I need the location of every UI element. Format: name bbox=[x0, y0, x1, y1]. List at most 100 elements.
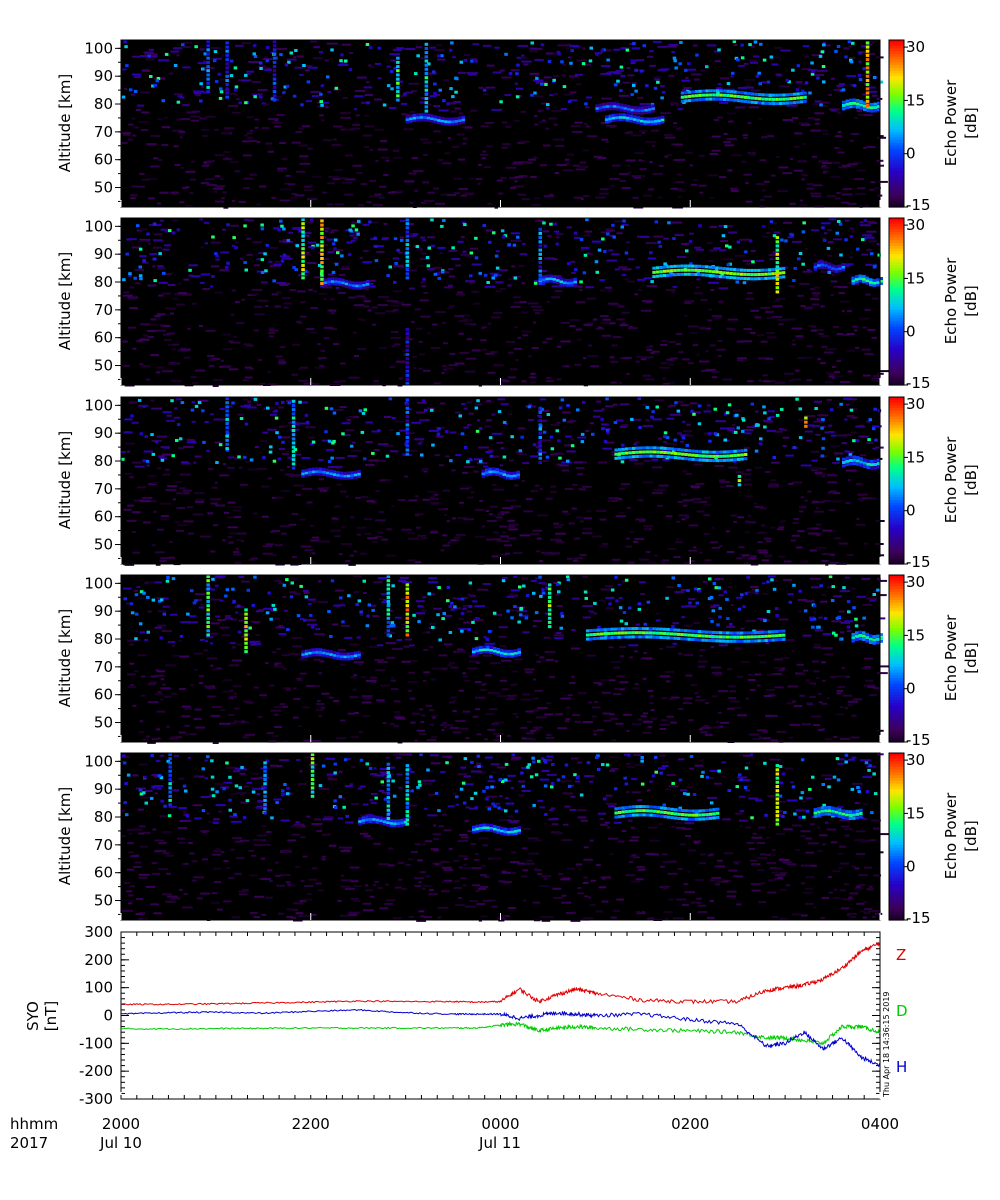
echo-cell bbox=[866, 353, 874, 356]
echo-cell bbox=[507, 519, 515, 522]
echo-cell bbox=[836, 333, 844, 335]
echo-cell bbox=[330, 274, 337, 277]
echo-cell bbox=[549, 676, 556, 679]
echo-column-cell bbox=[301, 222, 305, 226]
echo-layer-cell bbox=[851, 281, 855, 285]
echo-cell bbox=[725, 485, 734, 487]
colorbar-swatch bbox=[889, 427, 904, 431]
echo-cell bbox=[284, 63, 289, 67]
echo-cell bbox=[804, 415, 816, 417]
echo-layer-cell bbox=[691, 94, 695, 98]
echo-cell bbox=[165, 725, 170, 728]
echo-cell bbox=[773, 658, 784, 661]
echo-layer-cell bbox=[619, 105, 624, 109]
echo-cell bbox=[210, 413, 214, 416]
echo-layer-cell bbox=[655, 274, 660, 278]
echo-cell bbox=[791, 68, 795, 72]
echo-cell bbox=[671, 187, 678, 190]
echo-cell bbox=[605, 228, 613, 231]
echo-cell bbox=[362, 223, 370, 226]
echo-cell bbox=[597, 157, 607, 159]
echo-cell bbox=[517, 56, 528, 59]
echo-layer-cell bbox=[855, 275, 859, 279]
echo-cell bbox=[427, 62, 431, 66]
echo-layer-cell bbox=[834, 270, 839, 273]
echo-cell bbox=[399, 219, 409, 222]
echo-cell bbox=[661, 562, 666, 565]
echo-cell bbox=[521, 311, 529, 314]
echo-cell bbox=[551, 296, 561, 299]
echo-cell bbox=[719, 545, 723, 548]
echo-cell bbox=[271, 293, 279, 296]
echo-layer-cell bbox=[635, 446, 639, 450]
echo-cell bbox=[247, 219, 254, 222]
echo-cell bbox=[693, 463, 703, 466]
echo-cell bbox=[239, 417, 244, 420]
echo-cell bbox=[785, 318, 796, 321]
echo-cell bbox=[466, 338, 473, 341]
colorbar-swatch bbox=[889, 538, 904, 543]
colorbar-swatch bbox=[889, 455, 904, 459]
echo-cell bbox=[673, 122, 678, 125]
echo-cell bbox=[821, 446, 825, 450]
echo-cell bbox=[801, 230, 806, 234]
echo-cell bbox=[822, 129, 828, 132]
echo-layer-cell bbox=[782, 93, 786, 97]
echo-cell bbox=[310, 539, 320, 542]
echo-cell bbox=[580, 198, 584, 200]
echo-cell bbox=[121, 451, 126, 453]
echo-cell bbox=[474, 631, 479, 634]
echo-cell bbox=[849, 408, 858, 411]
echo-cell bbox=[212, 385, 219, 387]
echo-cell bbox=[810, 288, 815, 291]
echo-layer-cell bbox=[652, 266, 656, 270]
echo-cell bbox=[222, 539, 226, 542]
echo-cell bbox=[470, 57, 477, 60]
echo-column-cell bbox=[291, 462, 296, 466]
echo-cell bbox=[389, 69, 394, 73]
echo-cell bbox=[542, 341, 548, 344]
echo-cell bbox=[791, 534, 800, 537]
echo-cell bbox=[373, 236, 377, 240]
echo-cell bbox=[504, 94, 512, 96]
echo-cell bbox=[742, 259, 754, 262]
echo-cell bbox=[277, 228, 281, 232]
echo-cell bbox=[570, 438, 575, 441]
echo-cell bbox=[241, 635, 247, 638]
echo-cell bbox=[145, 378, 150, 381]
echo-cell bbox=[676, 256, 687, 258]
echo-cell bbox=[557, 44, 569, 47]
echo-layer-cell bbox=[488, 472, 492, 476]
echo-layer-cell bbox=[433, 120, 438, 124]
echo-cell bbox=[593, 409, 603, 412]
echo-cell bbox=[436, 272, 440, 276]
echo-cell bbox=[639, 69, 644, 73]
echo-cell bbox=[433, 130, 441, 133]
echo-cell bbox=[871, 377, 880, 380]
echo-cell bbox=[743, 173, 752, 176]
echo-cell bbox=[591, 240, 602, 243]
echo-cell bbox=[419, 299, 429, 302]
echo-cell bbox=[491, 432, 503, 435]
echo-cell bbox=[725, 411, 730, 415]
echo-cell bbox=[194, 455, 202, 458]
echo-cell bbox=[688, 549, 698, 552]
echo-cell bbox=[408, 223, 415, 226]
echo-layer-cell bbox=[649, 450, 653, 454]
echo-cell bbox=[727, 318, 738, 321]
echo-layer-cell bbox=[694, 98, 699, 102]
echo-layer-cell bbox=[879, 277, 883, 280]
echo-cell bbox=[458, 187, 469, 190]
echo-cell bbox=[145, 58, 155, 61]
echo-cell bbox=[761, 235, 769, 238]
echo-cell bbox=[520, 435, 524, 439]
echo-layer-cell bbox=[701, 89, 706, 93]
echo-cell bbox=[716, 91, 720, 95]
echo-cell bbox=[371, 541, 378, 543]
echo-column-cell bbox=[405, 230, 410, 234]
echo-layer-cell bbox=[412, 118, 417, 122]
echo-cell bbox=[532, 529, 543, 532]
echo-cell bbox=[658, 196, 663, 199]
echo-cell bbox=[341, 432, 345, 436]
echo-cell bbox=[841, 88, 846, 92]
